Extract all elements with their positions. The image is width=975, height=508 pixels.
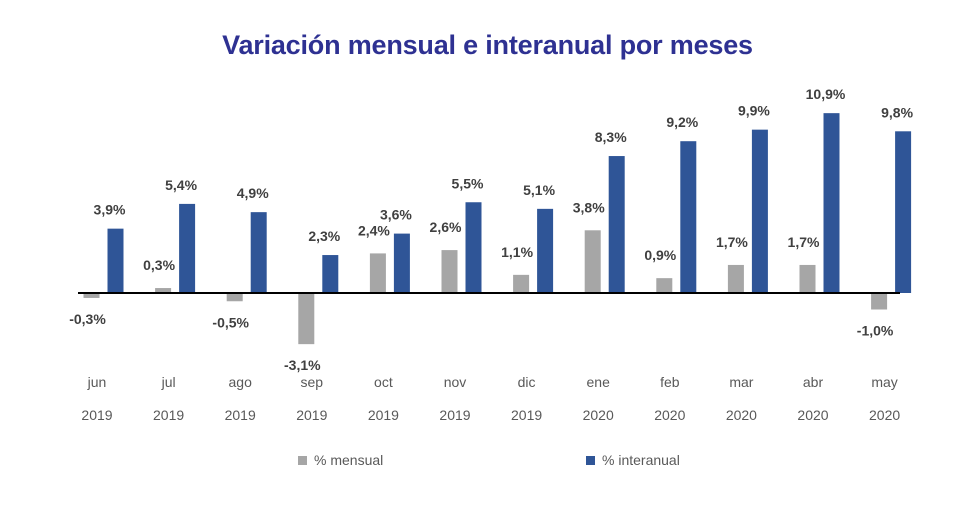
data-label-interanual-sep-2019: 2,3% xyxy=(308,228,340,244)
data-label-mensual-jul-2019: 0,3% xyxy=(143,257,175,273)
data-label-interanual-jun-2019: 3,9% xyxy=(94,202,126,218)
legend-label-mensual: % mensual xyxy=(314,452,384,468)
x-tick-year-sep-2019: 2019 xyxy=(296,407,327,423)
bar-interanual-jun-2019 xyxy=(107,228,124,293)
data-label-interanual-dic-2019: 5,1% xyxy=(523,182,555,198)
data-label-mensual-feb-2020: 0,9% xyxy=(644,247,676,263)
bar-mensual-sep-2019 xyxy=(298,293,315,345)
x-tick-month-mar-2020: mar xyxy=(729,374,753,390)
bar-mensual-jun-2019 xyxy=(83,293,100,298)
data-label-interanual-oct-2019: 3,6% xyxy=(380,207,412,223)
bar-interanual-ene-2020 xyxy=(608,156,625,293)
bar-mensual-jul-2019 xyxy=(155,288,172,293)
legend-item-interanual: % interanual xyxy=(586,452,680,468)
bar-interanual-may-2020 xyxy=(895,131,912,293)
bar-mensual-mar-2020 xyxy=(727,264,744,293)
x-tick-month-sep-2019: sep xyxy=(301,374,324,390)
data-label-mensual-nov-2019: 2,6% xyxy=(430,219,462,235)
legend-label-interanual: % interanual xyxy=(602,452,680,468)
data-label-mensual-may-2020: -1,0% xyxy=(857,323,894,339)
data-label-mensual-ago-2019: -0,5% xyxy=(212,314,249,330)
bar-mensual-may-2020 xyxy=(871,293,888,310)
x-tick-year-may-2020: 2020 xyxy=(869,407,900,423)
x-tick-month-abr-2020: abr xyxy=(803,374,824,390)
x-tick-year-jun-2019: 2019 xyxy=(81,407,112,423)
bar-mensual-feb-2020 xyxy=(656,278,673,293)
data-label-interanual-jul-2019: 5,4% xyxy=(165,177,197,193)
bar-mensual-dic-2019 xyxy=(513,274,530,293)
x-tick-month-jul-2019: jul xyxy=(161,374,176,390)
data-label-interanual-ene-2020: 8,3% xyxy=(595,129,627,145)
x-tick-year-ago-2019: 2019 xyxy=(225,407,256,423)
x-tick-year-ene-2020: 2020 xyxy=(583,407,614,423)
x-tick-month-may-2020: may xyxy=(871,374,897,390)
x-tick-month-jun-2019: jun xyxy=(87,374,107,390)
bar-mensual-ago-2019 xyxy=(226,293,243,302)
x-tick-year-mar-2020: 2020 xyxy=(726,407,757,423)
bar-mensual-nov-2019 xyxy=(441,250,458,293)
bar-interanual-nov-2019 xyxy=(465,202,482,293)
data-label-interanual-abr-2020: 10,9% xyxy=(806,86,846,102)
bar-interanual-sep-2019 xyxy=(322,255,339,293)
legend-swatch-mensual xyxy=(298,455,307,465)
bar-interanual-jul-2019 xyxy=(179,203,196,293)
x-tick-year-feb-2020: 2020 xyxy=(654,407,685,423)
data-label-mensual-oct-2019: 2,4% xyxy=(358,222,390,238)
x-tick-month-nov-2019: nov xyxy=(444,374,467,390)
x-tick-year-jul-2019: 2019 xyxy=(153,407,184,423)
data-label-interanual-feb-2020: 9,2% xyxy=(666,114,698,130)
data-label-mensual-ene-2020: 3,8% xyxy=(573,199,605,215)
bar-interanual-abr-2020 xyxy=(823,113,840,294)
bar-mensual-abr-2020 xyxy=(799,264,816,293)
data-label-interanual-mar-2020: 9,9% xyxy=(738,103,770,119)
x-tick-month-ene-2020: ene xyxy=(587,374,611,390)
x-tick-year-dic-2019: 2019 xyxy=(511,407,542,423)
bar-mensual-ene-2020 xyxy=(584,230,601,293)
legend-swatch-interanual xyxy=(586,455,595,465)
x-tick-year-abr-2020: 2020 xyxy=(797,407,828,423)
bar-interanual-feb-2020 xyxy=(680,141,697,293)
legend-item-mensual: % mensual xyxy=(298,452,383,468)
data-label-mensual-abr-2020: 1,7% xyxy=(788,234,820,250)
data-label-interanual-may-2020: 9,8% xyxy=(881,104,913,120)
x-tick-month-oct-2019: oct xyxy=(374,374,393,390)
bar-mensual-oct-2019 xyxy=(369,253,386,293)
chart-title: Variación mensual e interanual por meses xyxy=(222,30,753,60)
data-label-mensual-sep-2019: -3,1% xyxy=(284,357,321,373)
bar-interanual-oct-2019 xyxy=(393,233,410,293)
data-label-mensual-mar-2020: 1,7% xyxy=(716,234,748,250)
x-tick-month-dic-2019: dic xyxy=(518,374,536,390)
x-tick-month-ago-2019: ago xyxy=(229,374,253,390)
bar-interanual-mar-2020 xyxy=(751,129,768,293)
bar-interanual-ago-2019 xyxy=(250,212,267,293)
data-label-mensual-jun-2019: -0,3% xyxy=(69,311,106,327)
x-tick-year-nov-2019: 2019 xyxy=(439,407,470,423)
data-label-interanual-ago-2019: 4,9% xyxy=(237,185,269,201)
data-label-mensual-dic-2019: 1,1% xyxy=(501,244,533,260)
x-tick-year-oct-2019: 2019 xyxy=(368,407,399,423)
bar-interanual-dic-2019 xyxy=(537,208,554,293)
x-tick-month-feb-2020: feb xyxy=(660,374,680,390)
data-label-interanual-nov-2019: 5,5% xyxy=(452,175,484,191)
